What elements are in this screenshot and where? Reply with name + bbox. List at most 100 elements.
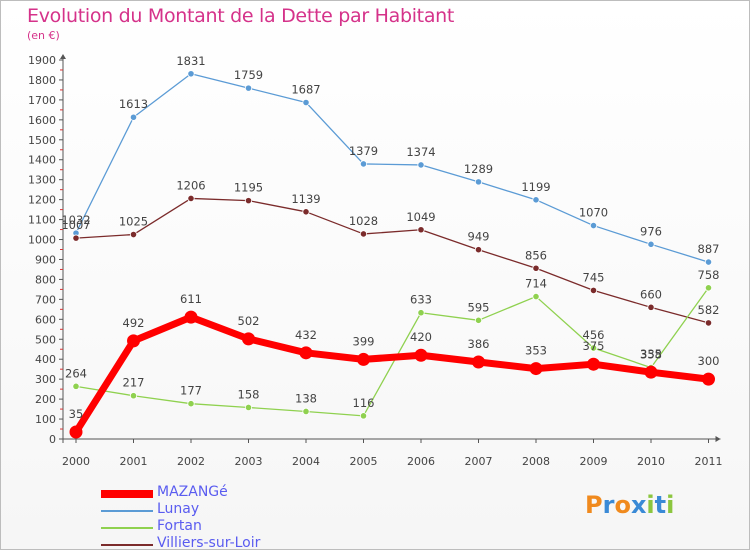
data-point [417,226,425,234]
x-tick-label: 2007 [465,455,493,468]
data-point [359,412,368,420]
data-point [589,221,598,230]
legend-swatch [101,544,153,546]
legend-swatch [101,490,153,498]
data-label: 1007 [61,218,90,232]
data-point [532,292,540,301]
data-label: 138 [295,391,317,405]
data-point [244,197,253,205]
legend: MAZANGé Lunay Fortan Villiers-sur-Loir [101,484,401,553]
x-tick-label: 2002 [177,455,205,468]
series-line-mazangé [72,313,712,436]
data-label: 949 [468,230,490,244]
data-label: 456 [583,328,605,342]
y-tick-label: 1800 [28,74,56,87]
data-label: 582 [698,303,720,317]
proxiti-logo: Proxiti [585,491,674,519]
y-tick-label: 1000 [28,234,56,247]
data-point [474,316,483,324]
y-tick-label: 400 [35,353,56,366]
y-tick-label: 0 [49,433,56,446]
data-point [472,355,485,369]
data-point [242,332,255,346]
data-label: 1374 [406,145,435,159]
logo-letter: t [654,491,667,519]
data-label: 1206 [176,178,205,192]
data-label: 1289 [464,162,493,176]
data-label: 1028 [349,214,378,228]
logo-letter: r [602,491,615,519]
data-point [589,286,598,294]
y-tick-label: 1600 [28,114,56,127]
x-tick-label: 2008 [522,455,550,468]
chart-title: Evolution du Montant de la Dette par Hab… [27,5,455,27]
data-label: 1759 [234,68,263,82]
x-tick-label: 2010 [637,455,665,468]
y-axis-arrow [60,54,66,59]
x-tick-label: 2004 [292,455,320,468]
y-tick-label: 100 [35,413,56,426]
x-tick-label: 2003 [235,455,263,468]
data-label: 1613 [119,97,148,111]
logo-letter: i [666,491,675,519]
y-tick-label: 1300 [28,174,56,187]
data-label: 1687 [291,82,320,96]
legend-label: MAZANGé [157,484,228,500]
data-point [359,230,368,238]
legend-item: Lunay [101,501,401,519]
x-tick-label: 2005 [350,455,378,468]
data-point [359,160,368,168]
data-label: 177 [180,384,202,398]
data-point [647,240,655,248]
data-point [187,70,195,78]
legend-label: Fortan [157,518,202,534]
data-label: 353 [525,344,547,358]
data-point [129,113,138,121]
data-label: 420 [410,330,432,344]
y-tick-label: 1700 [28,94,56,107]
data-point [702,372,715,386]
data-label: 745 [583,270,605,284]
data-point [704,258,713,266]
y-tick-label: 500 [35,333,56,346]
y-tick-label: 600 [35,313,56,326]
data-label: 158 [238,387,260,401]
x-tick-label: 2009 [580,455,608,468]
data-point [647,303,655,311]
legend-item: Villiers-sur-Loir [101,535,401,553]
legend-swatch [101,510,153,512]
data-label: 714 [525,277,547,291]
y-tick-label: 700 [35,293,56,306]
data-point [587,357,600,371]
data-point [589,344,598,352]
data-label: 300 [698,354,720,368]
data-label: 611 [180,292,202,306]
data-label: 976 [640,224,662,238]
logo-letter: i [646,491,655,519]
x-tick-label: 2011 [695,455,723,468]
data-point [187,400,195,408]
data-point [187,194,195,203]
x-tick-label: 2000 [62,455,90,468]
data-point [302,208,310,216]
data-label: 1070 [579,206,608,220]
legend-label: Villiers-sur-Loir [157,535,261,551]
y-tick-label: 1100 [28,214,56,227]
chart-subtitle: (en €) [27,29,60,42]
x-tick-label: 2006 [407,455,435,468]
data-point [532,196,540,204]
data-label: 217 [123,376,145,390]
data-label: 1139 [291,192,320,206]
y-tick-label: 1900 [28,54,56,67]
y-tick-label: 1500 [28,134,56,147]
data-label: 633 [410,293,432,307]
y-tick-label: 900 [35,253,56,266]
data-label: 1025 [119,215,148,229]
y-tick-label: 200 [35,393,56,406]
data-point [244,403,253,412]
data-point [414,348,428,362]
data-label: 887 [698,242,720,256]
data-point [72,234,80,242]
data-label: 1379 [349,144,378,158]
data-label: 1199 [521,180,550,194]
